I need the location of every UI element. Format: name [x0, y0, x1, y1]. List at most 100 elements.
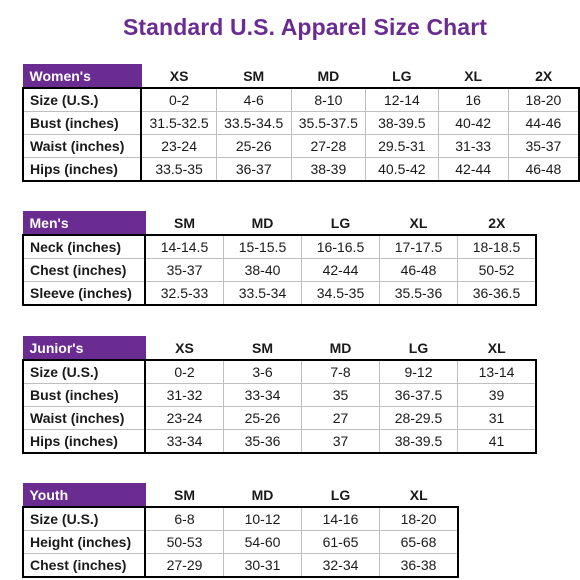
table-cell: 27	[301, 406, 380, 430]
table-cell: 35-37	[144, 258, 224, 282]
row-label: Bust (inches)	[22, 383, 146, 407]
table-cell: 16	[437, 87, 509, 112]
table-cell: 29.5-31	[365, 134, 439, 158]
table-cell: 35-36	[223, 429, 302, 454]
table-row: Hips (inches) 33.5-35 36-37 38-39 40.5-42 42-…	[21, 157, 580, 182]
table-row: Sleeve (inches) 32.5-33 33.5-34 34.5-35 35.5…	[22, 281, 537, 306]
row-label: Chest (inches)	[22, 258, 146, 282]
size-header: XL	[457, 336, 536, 361]
table-cell: 38-39	[290, 157, 367, 182]
table-cell: 65-68	[379, 530, 459, 554]
table-cell: 25-26	[223, 406, 302, 430]
table-cell: 37	[301, 429, 380, 454]
row-label: Chest (inches)	[22, 553, 146, 578]
table-cell: 38-39.5	[365, 111, 439, 135]
table-cell: 18-20	[379, 506, 459, 531]
section-title: Men's	[22, 211, 146, 236]
table-cell: 0-2	[144, 359, 224, 384]
table-cell: 25-26	[215, 134, 292, 158]
table-cell: 18-18.5	[457, 234, 537, 259]
size-header: XS	[145, 336, 224, 361]
table-cell: 27-29	[144, 553, 224, 578]
size-header: LG	[379, 336, 458, 361]
section-title: Junior's	[22, 336, 146, 361]
page-title: Standard U.S. Apparel Size Chart	[122, 14, 488, 40]
table-row: Size (U.S.) 0-2 4-6 8-10 12-14 16 18-20	[21, 87, 580, 112]
table-cell: 14-14.5	[144, 234, 224, 259]
row-label: Hips (inches)	[21, 157, 143, 182]
table-cell: 39	[457, 383, 537, 407]
row-label: Bust (inches)	[21, 111, 143, 135]
table-cell: 31.5-32.5	[140, 111, 217, 135]
table-cell: 36-38	[379, 553, 459, 578]
table-cell: 35-37	[507, 134, 580, 158]
table-cell: 33-34	[223, 383, 302, 407]
table-cell: 33.5-34.5	[215, 111, 292, 135]
row-label: Height (inches)	[22, 530, 146, 554]
table-cell: 44-46	[507, 111, 580, 135]
juniors-size-table: Junior's XS SM MD LG XL Size (U.S.) 0-2 3-6 7-8 9-…	[22, 336, 537, 454]
table-cell: 31-32	[144, 383, 224, 407]
size-header: MD	[301, 336, 380, 361]
table-cell: 36-36.5	[457, 281, 537, 306]
row-label: Sleeve (inches)	[22, 281, 146, 306]
row-label: Hips (inches)	[22, 429, 146, 454]
table-row: Chest (inches) 35-37 38-40 42-44 46-48 50-52	[22, 258, 537, 282]
table-row: Size (U.S.) 0-2 3-6 7-8 9-12 13-14	[22, 359, 537, 384]
size-header: LG	[301, 211, 380, 236]
table-cell: 40-42	[437, 111, 509, 135]
table-cell: 46-48	[379, 258, 458, 282]
table-cell: 32.5-33	[144, 281, 224, 306]
table-cell: 36-37	[215, 157, 292, 182]
size-header: LG	[301, 483, 380, 508]
table-cell: 17-17.5	[379, 234, 458, 259]
mens-size-table: Men's SM MD LG XL 2X Neck (inches) 14-14.5 15-15…	[22, 211, 537, 306]
table-cell: 33.5-34	[223, 281, 302, 306]
table-cell: 8-10	[290, 87, 367, 112]
table-cell: 13-14	[457, 359, 537, 384]
table-cell: 9-12	[379, 359, 458, 384]
table-cell: 38-40	[223, 258, 302, 282]
table-cell: 33-34	[144, 429, 224, 454]
youth-size-table: Youth SM MD LG XL Size (U.S.) 6-8 10-12 14-16 18-…	[22, 483, 459, 578]
table-cell: 15-15.5	[223, 234, 302, 259]
row-label: Waist (inches)	[22, 406, 146, 430]
table-row: Size (U.S.) 6-8 10-12 14-16 18-20	[22, 506, 459, 531]
section-title: Youth	[22, 483, 146, 508]
size-header: XL	[438, 64, 509, 89]
table-cell: 36-37.5	[379, 383, 458, 407]
size-header: 2X	[508, 64, 579, 89]
table-cell: 3-6	[223, 359, 302, 384]
size-header: SM	[223, 336, 302, 361]
table-cell: 31	[457, 406, 537, 430]
table-cell: 18-20	[507, 87, 580, 112]
table-cell: 33.5-35	[140, 157, 217, 182]
table-cell: 23-24	[144, 406, 224, 430]
size-header: SM	[145, 483, 224, 508]
table-cell: 4-6	[215, 87, 292, 112]
table-cell: 40.5-42	[365, 157, 439, 182]
womens-size-table: Women's XS SM MD LG XL 2X Size (U.S.) 0-2 4-6 8-10…	[21, 64, 580, 182]
row-label: Size (U.S.)	[22, 506, 146, 531]
table-cell: 35.5-36	[379, 281, 458, 306]
table-cell: 10-12	[223, 506, 302, 531]
table-cell: 50-52	[457, 258, 537, 282]
table-cell: 12-14	[365, 87, 439, 112]
row-label: Neck (inches)	[22, 234, 146, 259]
size-header: 2X	[457, 211, 536, 236]
size-header: XL	[379, 483, 458, 508]
table-cell: 38-39.5	[379, 429, 458, 454]
table-cell: 42-44	[301, 258, 380, 282]
table-row: Height (inches) 50-53 54-60 61-65 65-68	[22, 530, 459, 554]
table-cell: 30-31	[223, 553, 302, 578]
size-header: XL	[379, 211, 458, 236]
table-cell: 7-8	[301, 359, 380, 384]
table-cell: 16-16.5	[301, 234, 380, 259]
size-header: LG	[365, 64, 439, 89]
table-row: Waist (inches) 23-24 25-26 27-28 29.5-31 31-3…	[21, 134, 580, 158]
row-label: Waist (inches)	[21, 134, 143, 158]
size-header: MD	[223, 483, 302, 508]
youth-header-row: Youth SM MD LG XL	[22, 483, 458, 508]
table-row: Chest (inches) 27-29 30-31 32-34 36-38	[22, 553, 459, 578]
table-row: Waist (inches) 23-24 25-26 27 28-29.5 31	[22, 406, 537, 430]
